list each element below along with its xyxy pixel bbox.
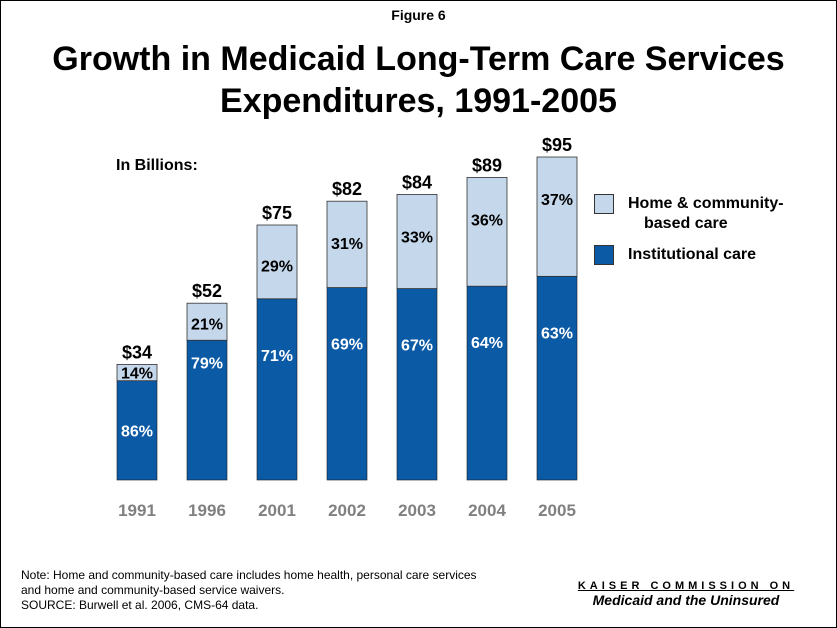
data-label-institutional-2005: 63%: [541, 325, 573, 342]
chart-title-line-1: Growth in Medicaid Long-Term Care Servic…: [52, 40, 785, 78]
legend-swatch-institutional: [594, 245, 614, 265]
bar-institutional-2002: [326, 287, 368, 481]
x-tick-label-2002: 2002: [328, 501, 366, 520]
total-label-1991: $34: [122, 342, 152, 362]
footnote-line-2: and home and community-based service wai…: [21, 583, 285, 597]
bar-home-community-1996: [186, 302, 228, 341]
x-tick-label-2003: 2003: [398, 501, 436, 520]
footnote-line-1: Note: Home and community-based care incl…: [21, 568, 477, 582]
data-label-institutional-1996: 79%: [191, 355, 223, 372]
units-label: In Billions:: [116, 157, 198, 174]
data-label-home-community-1991: 14%: [121, 365, 153, 382]
data-label-institutional-2004: 64%: [471, 335, 503, 352]
data-label-institutional-2003: 67%: [401, 338, 433, 355]
bar-home-community-2003: [396, 193, 438, 289]
data-label-home-community-1996: 21%: [191, 317, 223, 334]
data-label-home-community-2003: 33%: [401, 229, 433, 246]
legend-swatch-home-community: [594, 194, 614, 214]
legend-item-institutional: Institutional care: [594, 245, 756, 265]
bar-home-community-2004: [466, 176, 508, 287]
bar-institutional-2005: [536, 276, 578, 481]
total-label-2005: $95: [542, 135, 572, 155]
x-tick-label-1996: 1996: [188, 501, 226, 520]
total-label-2004: $89: [472, 155, 502, 175]
x-tick-label-1991: 1991: [118, 501, 156, 520]
chart-title: Growth in Medicaid Long-Term Care Servic…: [0, 38, 837, 122]
total-label-1996: $52: [192, 281, 222, 301]
data-label-institutional-1991: 86%: [121, 423, 153, 440]
data-label-home-community-2001: 29%: [261, 259, 293, 276]
kaiser-commission-logo: KAISER COMMISSION ON Medicaid and the Un…: [560, 580, 812, 608]
data-label-home-community-2005: 37%: [541, 192, 573, 209]
legend-label-institutional: Institutional care: [628, 246, 757, 263]
footnote: Note: Home and community-based care incl…: [21, 568, 477, 613]
total-label-2003: $84: [402, 172, 432, 192]
bar-home-community-1991: [116, 363, 158, 382]
bar-institutional-2004: [466, 285, 508, 481]
x-tick-label-2004: 2004: [468, 501, 506, 520]
footnote-line-3: SOURCE: Burwell et al. 2006, CMS-64 data…: [21, 598, 259, 612]
legend-label-home-community-line-2: based care: [644, 215, 728, 232]
bar-home-community-2001: [256, 224, 298, 300]
x-tick-label-2001: 2001: [258, 501, 296, 520]
data-label-institutional-2002: 69%: [331, 337, 363, 354]
bar-institutional-2001: [256, 298, 298, 481]
legend-label-home-community: Home & community- based care: [628, 194, 784, 234]
bar-institutional-2003: [396, 288, 438, 481]
x-tick-label-2005: 2005: [538, 501, 576, 520]
bar-home-community-2005: [536, 156, 578, 277]
chart-title-line-2: Expenditures, 1991-2005: [220, 82, 617, 120]
total-label-2001: $75: [262, 203, 292, 223]
bar-home-community-2002: [326, 200, 368, 288]
legend-item-home-community: Home & community- based care: [594, 194, 784, 234]
data-label-institutional-2001: 71%: [261, 348, 293, 365]
kaiser-logo-line-2: Medicaid and the Uninsured: [592, 592, 780, 608]
kaiser-logo-line-1: KAISER COMMISSION ON: [577, 580, 795, 592]
total-label-2002: $82: [332, 179, 362, 199]
data-label-home-community-2004: 36%: [471, 212, 503, 229]
legend-label-home-community-line-1: Home & community-: [628, 195, 784, 212]
figure-label: Figure 6: [391, 7, 446, 23]
data-label-home-community-2002: 31%: [331, 236, 363, 253]
bar-institutional-1996: [186, 339, 228, 481]
